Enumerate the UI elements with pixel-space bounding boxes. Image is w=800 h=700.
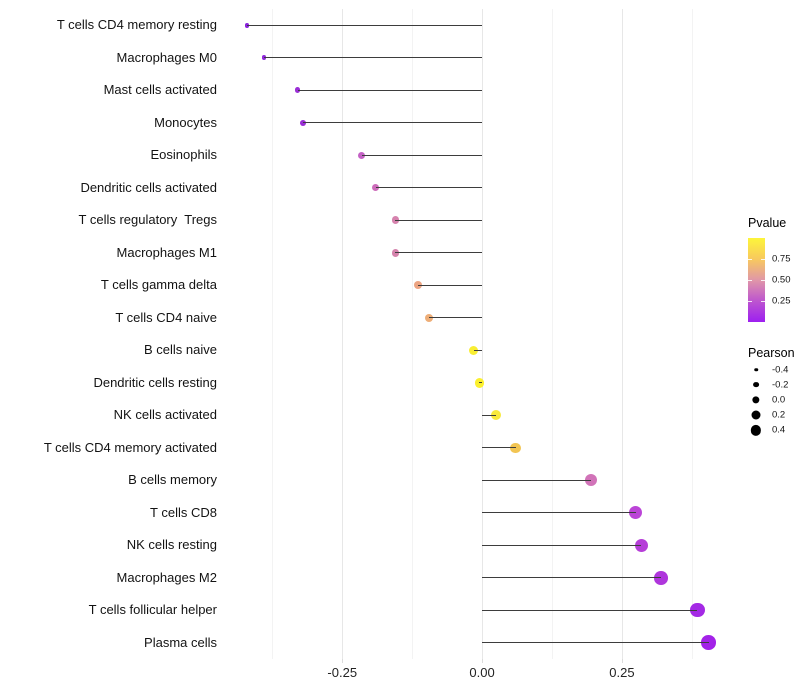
x-tick-label: 0.25 (609, 665, 635, 680)
lollipop-stem (482, 609, 698, 611)
lollipop-stem (479, 382, 483, 384)
lollipop-stem (303, 122, 483, 124)
colorbar-tick (761, 280, 765, 281)
major-gridline (482, 9, 484, 659)
lollipop-stem (473, 349, 483, 351)
category-label: T cells gamma delta (100, 277, 217, 293)
category-label: B cells memory (128, 472, 217, 488)
category-label: Dendritic cells activated (80, 179, 217, 195)
pearson-key-dot (753, 381, 759, 388)
category-label: Monocytes (154, 114, 217, 130)
pvalue-legend-title: Pvalue (748, 216, 787, 230)
lollipop-stem (428, 317, 483, 319)
pearson-key-label: 0.0 (772, 394, 786, 406)
lollipop-dot (372, 184, 380, 192)
lollipop-stem (417, 284, 483, 286)
colorbar-tick (748, 259, 752, 260)
lollipop-dot (468, 345, 479, 355)
lollipop-dot (690, 603, 705, 618)
major-gridline (621, 9, 623, 659)
lollipop-dot (391, 248, 400, 257)
minor-gridline (691, 9, 693, 659)
lollipop-stem (482, 512, 636, 514)
lollipop-stem (482, 577, 662, 579)
lollipop-stem (263, 57, 483, 59)
pearson-key-dot (752, 396, 760, 404)
lollipop-dot (510, 442, 521, 453)
plot-panel (222, 9, 731, 663)
pearson-key-label: 0.4 (772, 424, 786, 436)
minor-gridline (412, 9, 414, 659)
major-gridline (342, 9, 344, 659)
category-label: Mast cells activated (103, 82, 217, 98)
lollipop-stem (297, 89, 483, 91)
lollipop-stem (482, 544, 642, 546)
lollipop-dot (491, 410, 502, 421)
pearson-key-dot (754, 367, 758, 372)
category-label: T cells CD4 naive (115, 309, 217, 325)
category-label: Macrophages M0 (116, 49, 217, 65)
category-label: Macrophages M2 (116, 569, 217, 585)
x-tick-label: 0.00 (469, 665, 495, 680)
category-label: Eosinophils (150, 147, 218, 163)
y-axis-labels: T cells CD4 memory resting Macrophages M0… (0, 9, 217, 659)
lollipop-dot (654, 570, 668, 585)
lollipop-dot (634, 538, 649, 552)
pvalue-colorbar (748, 238, 765, 322)
minor-gridline (272, 9, 274, 659)
colorbar-tick (761, 301, 765, 302)
minor-gridline (552, 9, 553, 659)
lollipop-stem (482, 414, 497, 416)
lollipop-stem (482, 642, 709, 644)
category-label: T cells follicular helper (88, 602, 217, 618)
x-axis-tick (482, 659, 484, 663)
category-label: NK cells activated (113, 407, 217, 423)
category-label: T cells CD8 (150, 504, 217, 520)
lollipop-stem (375, 187, 483, 189)
pearson-key-dot (750, 425, 762, 436)
pvalue-tick-label: 0.25 (772, 295, 791, 307)
category-label: B cells naive (144, 342, 217, 358)
pearson-key-label: 0.2 (772, 409, 786, 421)
lollipop-dot (629, 506, 643, 520)
lollipop-stem (482, 447, 516, 449)
category-label: T cells CD4 memory resting (56, 17, 217, 33)
pvalue-tick-label: 0.50 (772, 274, 791, 286)
colorbar-tick (748, 280, 752, 281)
pearson-key-label: -0.2 (772, 379, 789, 391)
colorbar-tick (761, 259, 765, 260)
category-label: Dendritic cells resting (93, 374, 217, 390)
pearson-key-label: -0.4 (772, 364, 789, 375)
category-label: NK cells resting (126, 537, 217, 553)
colorbar-tick (748, 301, 752, 302)
pearson-legend-title: Pearson (748, 346, 795, 360)
category-label: T cells CD4 memory activated (43, 439, 217, 455)
category-label: T cells regulatory Tregs (78, 212, 217, 228)
x-axis-tick (621, 659, 623, 663)
lollipop-dot (424, 313, 434, 322)
x-tick-label: -0.25 (327, 665, 358, 680)
lollipop-stem (395, 219, 483, 221)
lollipop-stem (395, 252, 483, 254)
lollipop-stem (361, 154, 483, 156)
pearson-key-dot (751, 410, 761, 420)
lollipop-stem (482, 479, 592, 481)
pvalue-tick-label: 0.75 (772, 253, 791, 265)
lollipop-dot (701, 635, 716, 651)
lollipop-dot (585, 474, 598, 487)
x-axis-tick (342, 659, 344, 663)
category-label: Macrophages M1 (116, 244, 217, 260)
lollipop-dot (391, 216, 400, 225)
category-label: Plasma cells (144, 634, 217, 650)
lollipop-stem (247, 24, 483, 26)
